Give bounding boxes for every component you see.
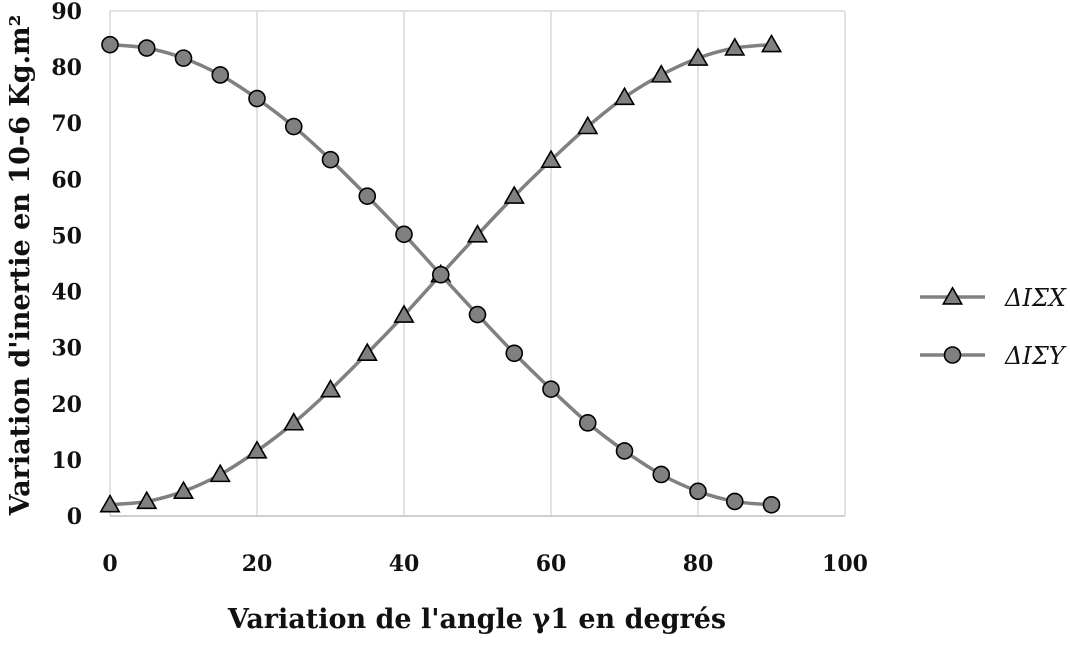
data-point-circle: [542, 380, 560, 398]
data-point-circle: [762, 495, 781, 514]
x-tick-label: 60: [536, 551, 567, 577]
x-tick-label: 80: [683, 551, 714, 577]
data-point-triangle: [209, 463, 231, 483]
series-2: [101, 35, 781, 514]
x-axis-title: Variation de l'angle γ1 en degrés: [227, 604, 726, 635]
data-point-triangle: [577, 115, 599, 135]
x-tick-label: 100: [822, 551, 868, 577]
data-point-triangle: [136, 490, 158, 510]
data-point-circle: [689, 482, 707, 501]
data-point-triangle: [760, 33, 783, 53]
x-tick-label: 20: [242, 551, 273, 577]
data-point-triangle: [724, 37, 746, 56]
x-tick-label: 40: [389, 551, 420, 577]
data-point-triangle: [283, 412, 305, 431]
y-tick-label: 0: [67, 504, 82, 530]
data-point-circle: [395, 225, 413, 244]
data-point-triangle: [466, 224, 489, 243]
data-point-triangle: [172, 480, 195, 500]
x-tick-label: 0: [102, 551, 117, 577]
data-point-circle: [652, 465, 671, 484]
grid-lines: [109, 10, 846, 516]
legend-label: ΔIΣX: [1004, 284, 1067, 312]
data-point-circle: [248, 89, 266, 108]
y-tick-label: 30: [51, 336, 82, 362]
legend-item-1: ΔIΣX: [920, 284, 1067, 312]
data-point-triangle: [687, 47, 709, 66]
data-point-circle: [211, 66, 230, 84]
data-point-triangle: [540, 149, 562, 168]
y-tick-label: 60: [51, 167, 82, 193]
data-point-triangle: [356, 342, 378, 361]
y-tick-label: 10: [51, 448, 82, 474]
y-tick-label: 20: [51, 392, 82, 418]
y-tick-label: 50: [51, 223, 82, 249]
data-point-circle: [725, 492, 744, 511]
series-layer: [99, 33, 783, 514]
data-point-circle: [505, 344, 524, 363]
data-point-circle: [578, 414, 597, 432]
data-point-triangle: [319, 378, 342, 398]
legend: ΔIΣX ΔIΣY: [920, 284, 1067, 370]
legend-label: ΔIΣY: [1004, 342, 1067, 370]
y-tick-label: 40: [51, 280, 82, 306]
axis-titles: Variation de l'angle γ1 en degrés Variati…: [5, 15, 726, 635]
data-point-triangle: [393, 304, 415, 323]
data-point-circle: [174, 49, 193, 67]
data-point-circle: [321, 150, 340, 169]
y-tick-label: 80: [51, 55, 82, 81]
legend-marker-circle: [943, 346, 962, 364]
y-tick-label: 90: [51, 0, 82, 25]
data-point-triangle: [613, 86, 636, 106]
data-point-triangle: [99, 493, 121, 513]
data-point-circle: [615, 442, 634, 460]
data-point-circle: [137, 39, 156, 57]
data-point-triangle: [503, 185, 525, 204]
y-axis-title: Variation d'inertie en 10-6 Kg.m²: [5, 15, 36, 517]
tick-labels: 0 20 40 60 80 100 0 10 20 30 40 50 60 70 80 90: [51, 0, 868, 577]
legend-item-2: ΔIΣY: [920, 342, 1067, 370]
data-point-circle: [101, 35, 119, 54]
data-point-triangle: [650, 64, 672, 83]
y-tick-label: 70: [51, 111, 82, 137]
data-point-circle: [431, 265, 450, 284]
data-point-circle: [468, 305, 487, 324]
data-point-circle: [358, 187, 377, 205]
legend-marker-triangle: [941, 286, 964, 305]
data-point-circle: [284, 117, 303, 136]
data-point-triangle: [246, 440, 268, 459]
